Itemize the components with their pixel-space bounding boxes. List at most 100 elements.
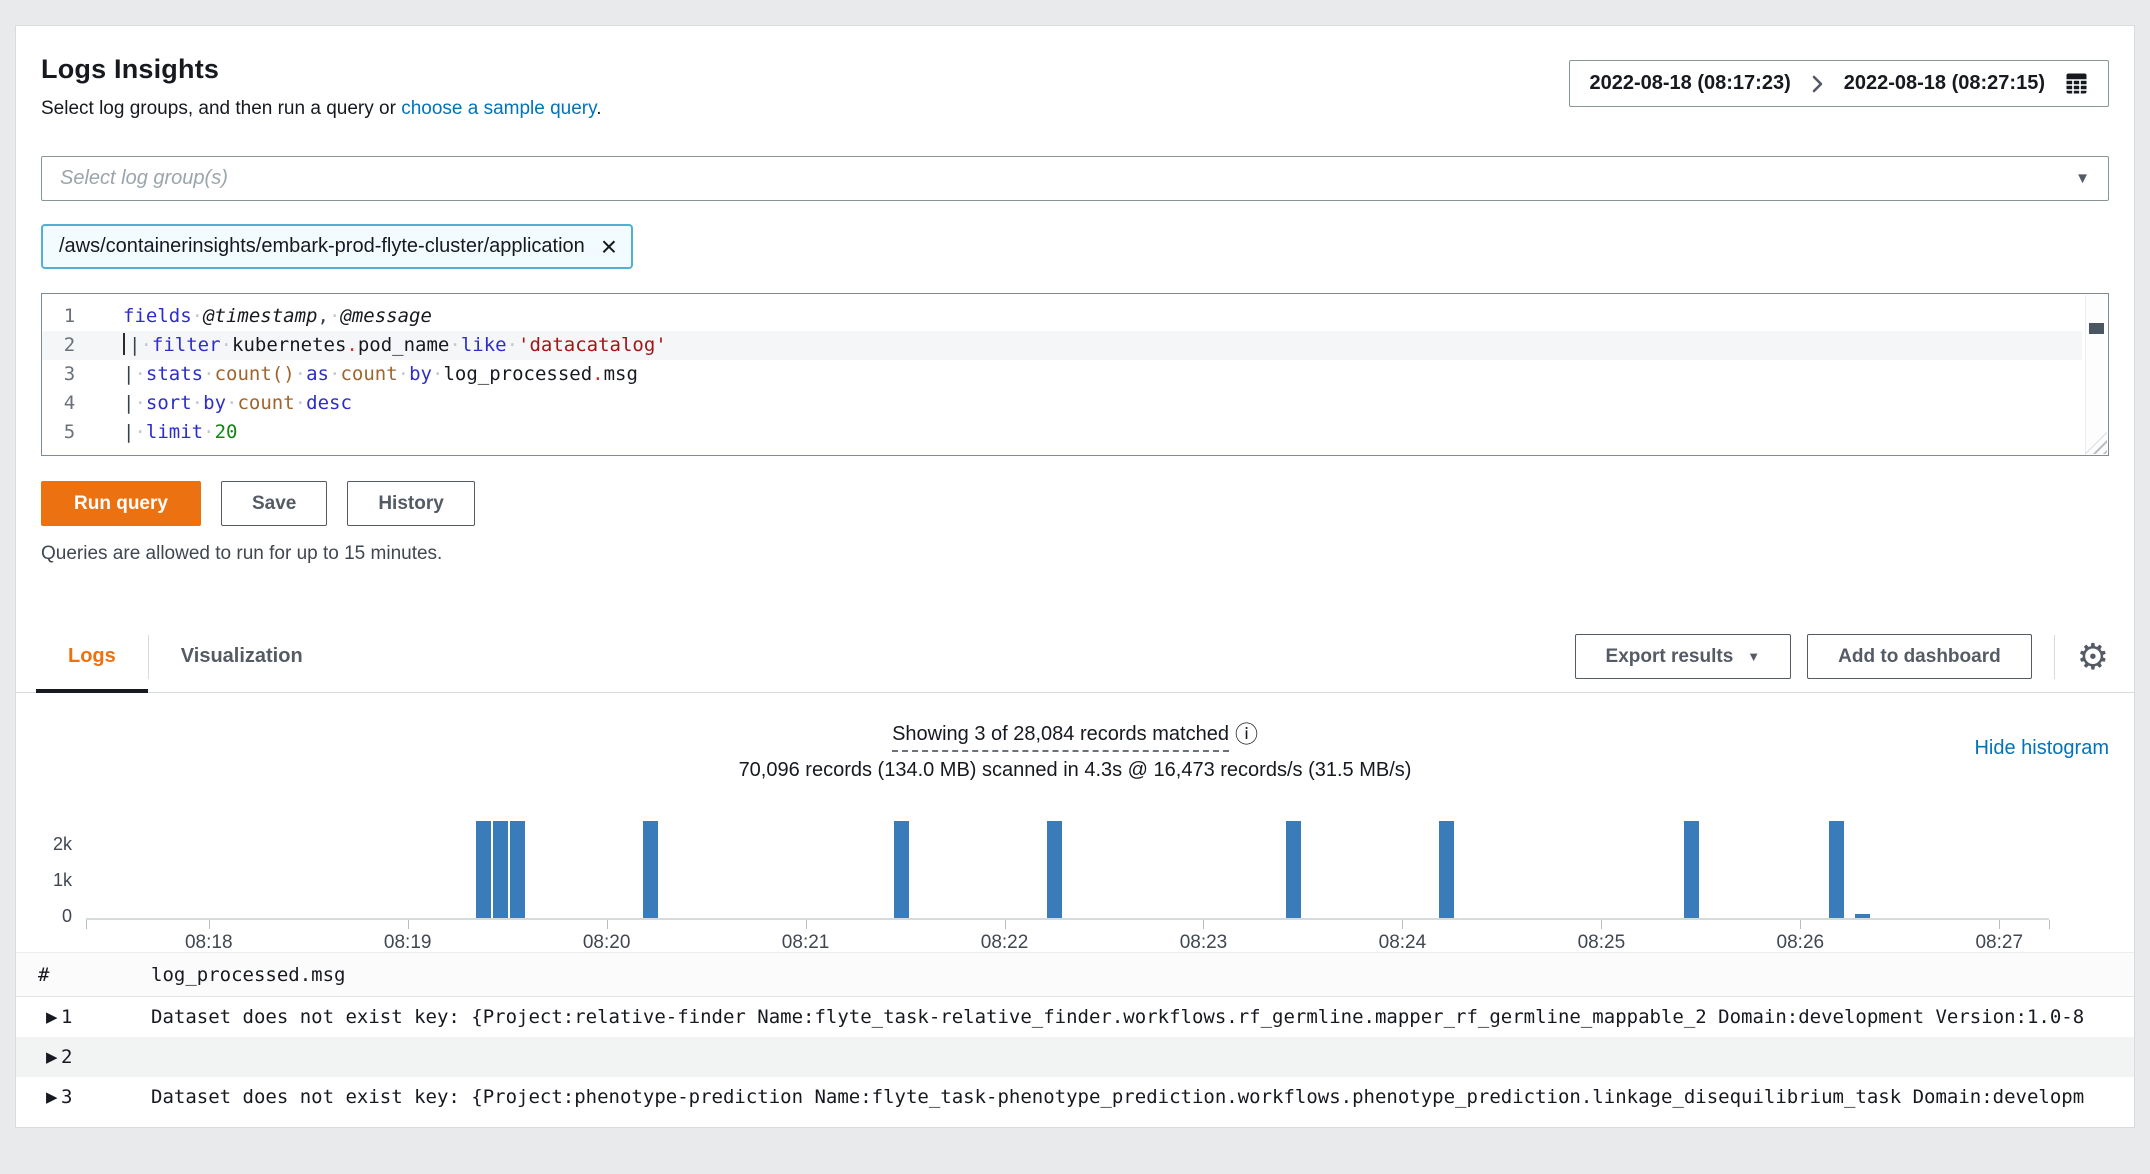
whitespace-dot: · [506, 334, 519, 356]
tab-divider [147, 634, 149, 679]
time-range-picker[interactable]: 2022-08-18 (08:17:23) 2022-08-18 (08:27:… [1568, 60, 2109, 107]
save-button[interactable]: Save [220, 481, 328, 526]
x-axis-tick [86, 920, 87, 929]
x-axis-tick [1800, 920, 1802, 929]
whitespace-dot: · [203, 421, 215, 443]
tab-visualization[interactable]: Visualization [149, 621, 335, 692]
x-axis-label: 08:22 [980, 932, 1029, 953]
query-token: 'datacatalog' [518, 334, 667, 356]
export-results-button[interactable]: Export results ▼ [1574, 634, 1792, 679]
header-text: Logs Insights Select log groups, and the… [41, 54, 602, 120]
query-token: by [409, 363, 432, 385]
query-token: . [346, 334, 358, 356]
column-header-index: # [38, 963, 50, 986]
column-header-msg: log_processed.msg [151, 963, 346, 986]
query-token: | [123, 421, 135, 443]
x-axis-label: 08:20 [582, 932, 631, 953]
whitespace-dot: · [294, 392, 307, 414]
query-token: kubernetes [232, 334, 347, 356]
whitespace-dot: · [134, 363, 146, 385]
whitespace-dot: · [431, 363, 444, 385]
query-token: @timestamp [203, 305, 318, 327]
expand-arrow-icon[interactable]: ▶ [46, 1049, 58, 1066]
histogram-bar [1439, 820, 1455, 918]
query-editor-lines: 1 fields·@timestamp,·@message 2 |·filter·ku… [42, 302, 2082, 447]
whitespace-dot: · [134, 421, 146, 443]
histogram-bar [643, 820, 659, 918]
records-matched-line: Showing 3 of 28,084 records matched ⓘ [16, 715, 2134, 752]
row-number: 1 [61, 1006, 73, 1028]
query-limit-note: Queries are allowed to run for up to 15 … [41, 543, 443, 564]
query-token: desc [306, 392, 352, 414]
tab-logs[interactable]: Logs [36, 621, 148, 693]
export-results-label: Export results [1605, 645, 1734, 667]
query-token: as [306, 363, 329, 385]
query-editor[interactable]: 1 fields·@timestamp,·@message 2 |·filter·ku… [41, 293, 2109, 456]
query-line[interactable]: 2 |·filter·kubernetes.pod_name·like·'data… [42, 331, 2082, 360]
close-icon[interactable]: × [600, 230, 618, 262]
table-row[interactable]: ▶ 3 Dataset does not exist key: {Project:p… [16, 1077, 2134, 1117]
row-message: Dataset does not exist key: {Project:rel… [151, 1006, 2085, 1028]
log-group-select[interactable]: Select log group(s) ▼ [41, 156, 2109, 201]
editor-scrollbar[interactable] [2085, 295, 2107, 454]
info-icon[interactable]: ⓘ [1234, 721, 1258, 747]
whitespace-dot: · [397, 363, 410, 385]
histogram-area: Showing 3 of 28,084 records matched ⓘ Hid… [16, 715, 2134, 953]
whitespace-dot: · [191, 392, 204, 414]
query-actions: Run query Save History [41, 481, 2109, 526]
query-line[interactable]: 5 |·limit·20 [42, 418, 2082, 447]
logs-insights-panel: Logs Insights Select log groups, and the… [15, 25, 2135, 1128]
histogram-bar [510, 820, 526, 918]
expand-arrow-icon[interactable]: ▶ [46, 1089, 58, 1106]
whitespace-dot: · [134, 392, 146, 414]
x-axis-label: 08:18 [184, 932, 233, 953]
query-token: 20 [214, 421, 238, 443]
gear-icon[interactable]: ⚙ [2076, 635, 2109, 677]
expand-arrow-icon[interactable]: ▶ [46, 1009, 58, 1026]
sample-query-link[interactable]: choose a sample query [401, 98, 597, 119]
histogram-bar [1683, 820, 1699, 918]
query-token: filter [151, 334, 221, 356]
x-axis-tick [2049, 920, 2050, 929]
table-row[interactable]: ▶ 2 [16, 1037, 2134, 1077]
page-title: Logs Insights [41, 54, 220, 84]
editor-scrollbar-thumb[interactable] [2089, 323, 2104, 334]
x-axis-label: 08:26 [1776, 932, 1825, 953]
table-row[interactable]: ▶ 1 Dataset does not exist key: {Project:r… [16, 997, 2134, 1037]
query-line[interactable]: 3 |·stats·count()·as·count·by·log_process… [42, 360, 2082, 389]
caret-down-icon: ▼ [2075, 170, 2090, 187]
time-range-end: 2022-08-18 (08:27:15) [1843, 72, 2045, 94]
histogram-bar [476, 820, 492, 918]
x-axis-label: 08:27 [1975, 932, 2024, 953]
query-token: | [123, 363, 135, 385]
row-number: 2 [61, 1046, 73, 1068]
header: Logs Insights Select log groups, and the… [16, 26, 2134, 120]
histogram-bar [1286, 820, 1301, 918]
query-token: by [203, 392, 227, 414]
line-number: 5 [63, 421, 76, 443]
x-axis-label: 08:19 [383, 932, 432, 953]
results-table: # log_processed.msg ▶ 1 Dataset does not e… [16, 952, 2134, 1117]
query-token: | [123, 392, 135, 414]
log-group-token-label: /aws/containerinsights/embark-prod-flyte… [59, 235, 585, 257]
query-line[interactable]: 1 fields·@timestamp,·@message [42, 302, 2082, 331]
calendar-grid-icon[interactable] [2065, 72, 2088, 95]
results-toolbar: Export results ▼ Add to dashboard ⚙ [1574, 634, 2109, 679]
y-axis-label: 1k [52, 869, 72, 890]
x-axis-label: 08:23 [1179, 932, 1228, 953]
x-axis-tick [208, 920, 210, 929]
add-to-dashboard-button[interactable]: Add to dashboard [1807, 634, 2032, 679]
query-line-code: fields·@timestamp,·@message [97, 302, 432, 331]
run-query-button[interactable]: Run query [41, 481, 201, 526]
history-button[interactable]: History [347, 481, 475, 526]
query-token: . [592, 363, 604, 385]
x-axis-tick [1203, 920, 1205, 929]
query-line[interactable]: 4 |·sort·by·count·desc [42, 389, 2082, 418]
query-token: count [237, 392, 295, 414]
query-token: fields [123, 305, 192, 327]
query-line-code: |·sort·by·count·desc [97, 389, 352, 418]
hide-histogram-link[interactable]: Hide histogram [1974, 737, 2109, 759]
text-cursor [123, 333, 125, 355]
y-axis-label: 0 [61, 906, 72, 926]
histogram-bar [493, 820, 509, 918]
